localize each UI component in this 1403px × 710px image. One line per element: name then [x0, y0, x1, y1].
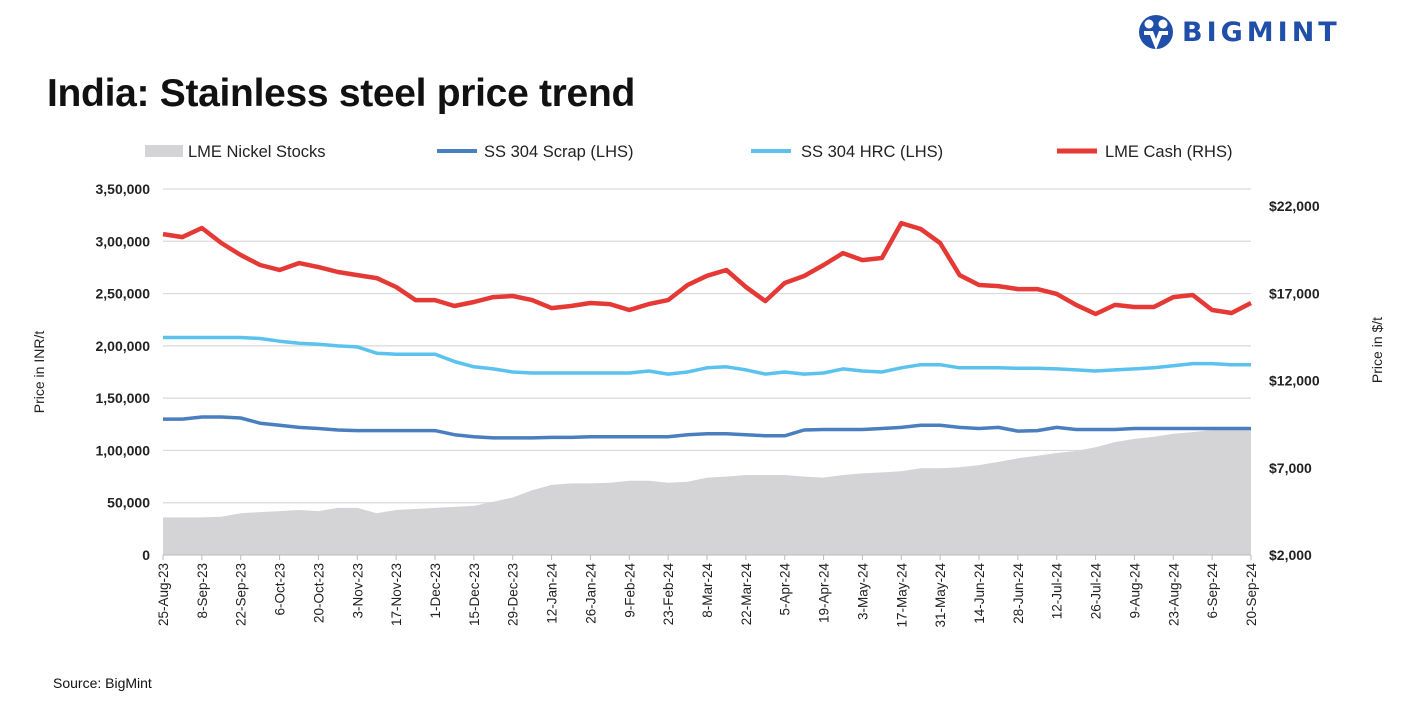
x-tick-label: 17-May-24 — [894, 563, 909, 628]
x-tick-label: 19-Apr-24 — [817, 563, 832, 624]
y-tick-left-label: 50,000 — [107, 495, 150, 511]
legend-label: LME Cash (RHS) — [1105, 143, 1232, 161]
legend-label: SS 304 HRC (LHS) — [801, 143, 943, 161]
x-tick-label: 26-Jul-24 — [1089, 563, 1104, 620]
y-axis-left-title: Price in INR/t — [31, 331, 47, 414]
series-line-ss-304-scrap-lhs- — [163, 415, 1251, 440]
series-line-lme-cash-rhs- — [162, 220, 1253, 317]
legend-swatch — [145, 145, 183, 157]
x-tick-label: 20-Oct-23 — [311, 563, 326, 623]
x-tick-label: 6-Oct-23 — [273, 563, 288, 616]
x-tick-label: 29-Dec-23 — [506, 563, 521, 626]
x-tick-label: 25-Aug-23 — [156, 563, 171, 626]
x-tick-label: 9-Feb-24 — [622, 563, 637, 618]
y-axis-right-title: Price in $/t — [1369, 317, 1385, 383]
x-tick-label: 8-Mar-24 — [700, 563, 715, 618]
series-line-ss-304-hrc-lhs- — [163, 335, 1251, 376]
y-tick-left-label: 3,50,000 — [96, 181, 151, 197]
bigmint-logo: BIGMINT — [1138, 12, 1341, 52]
x-tick-label: 9-Aug-24 — [1127, 563, 1142, 619]
chart-title: India: Stainless steel price trend — [47, 72, 635, 115]
x-tick-label: 23-Feb-24 — [661, 563, 676, 626]
x-tick-label: 17-Nov-23 — [389, 563, 404, 626]
x-tick-label: 28-Jun-24 — [1011, 563, 1026, 624]
x-tick-label: 22-Mar-24 — [739, 563, 754, 626]
y-tick-left-label: 0 — [142, 547, 150, 563]
y-tick-right-label: $22,000 — [1269, 198, 1320, 214]
logo-text: BIGMINT — [1182, 16, 1341, 48]
y-tick-left-label: 1,50,000 — [96, 390, 151, 406]
x-tick-label: 22-Sep-23 — [234, 563, 249, 626]
x-tick-label: 3-May-24 — [855, 563, 870, 621]
y-tick-right-label: $2,000 — [1269, 547, 1312, 563]
series-area-nickel-stocks — [163, 428, 1251, 555]
x-tick-label: 20-Sep-24 — [1244, 563, 1259, 627]
y-tick-left-label: 2,50,000 — [96, 286, 151, 302]
x-tick-label: 12-Jan-24 — [545, 563, 560, 624]
x-tick-label: 12-Jul-24 — [1050, 563, 1065, 620]
bigmint-logo-icon — [1139, 15, 1173, 50]
x-tick-label: 23-Aug-24 — [1166, 563, 1181, 627]
y-tick-left-label: 1,00,000 — [96, 442, 151, 458]
y-tick-left-label: 2,00,000 — [96, 338, 151, 354]
y-tick-right-label: $17,000 — [1269, 285, 1320, 301]
x-tick-label: 8-Sep-23 — [195, 563, 210, 619]
source-note: Source: BigMint — [53, 675, 152, 691]
x-tick-label: 14-Jun-24 — [972, 563, 987, 624]
y-tick-left-label: 3,00,000 — [96, 233, 151, 249]
x-tick-label: 5-Apr-24 — [778, 563, 793, 616]
x-tick-label: 26-Jan-24 — [583, 563, 598, 624]
y-tick-right-label: $12,000 — [1269, 373, 1320, 389]
x-tick-label: 3-Nov-23 — [350, 563, 365, 619]
x-tick-label: 6-Sep-24 — [1205, 563, 1220, 619]
x-tick-label: 31-May-24 — [933, 563, 948, 628]
x-tick-label: 15-Dec-23 — [467, 563, 482, 626]
legend-label: LME Nickel Stocks — [188, 143, 326, 161]
y-tick-right-label: $7,000 — [1269, 460, 1312, 476]
legend-label: SS 304 Scrap (LHS) — [484, 143, 633, 161]
x-tick-label: 1-Dec-23 — [428, 563, 443, 619]
